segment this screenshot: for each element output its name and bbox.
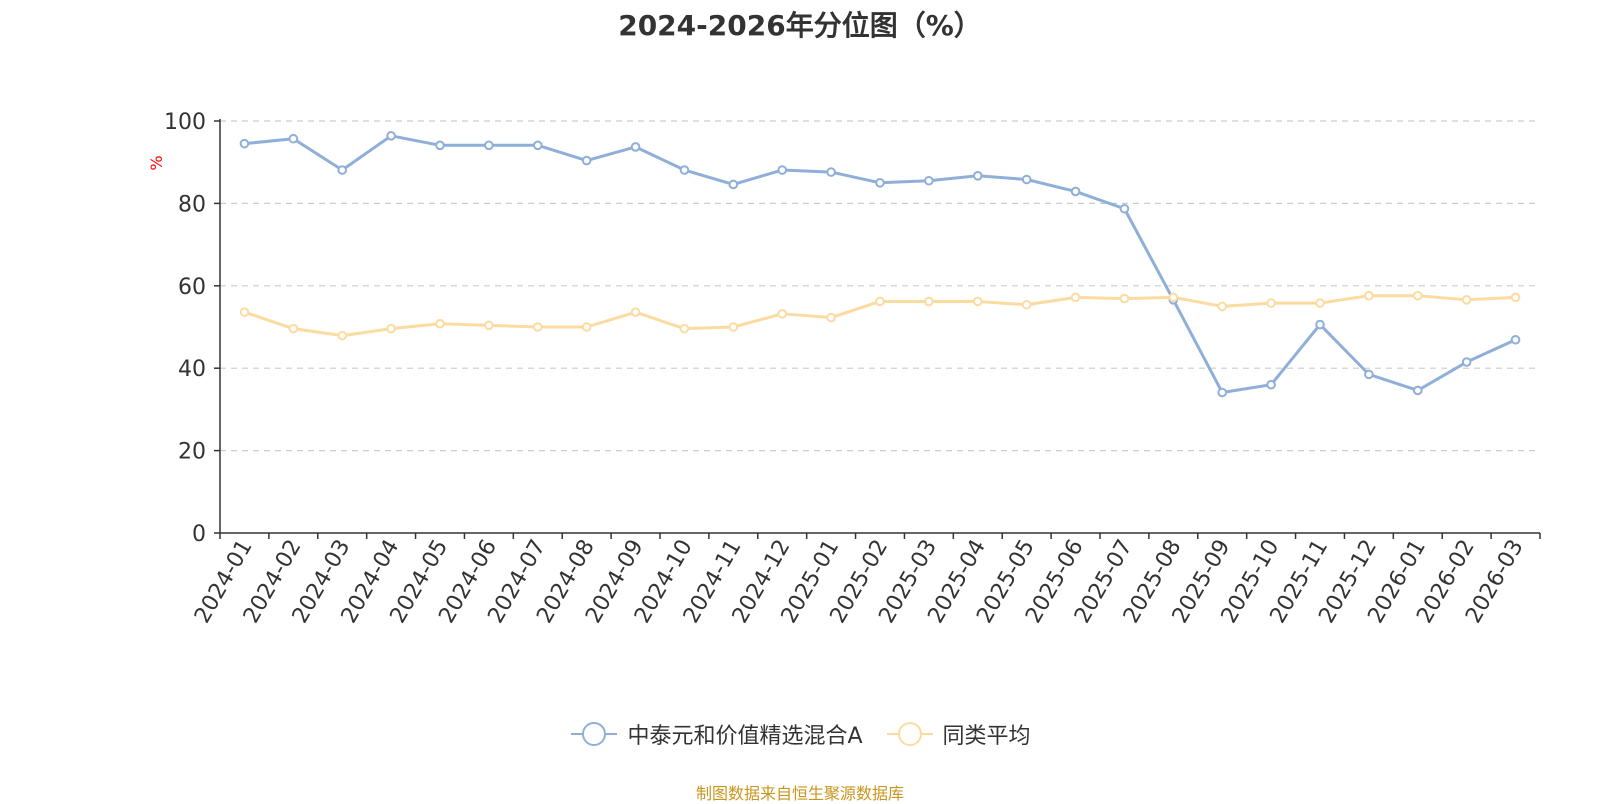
y-tick-label: 60 bbox=[178, 275, 206, 300]
series-1-point bbox=[728, 179, 739, 190]
series-1-point bbox=[679, 165, 690, 175]
series-1-point bbox=[239, 138, 250, 149]
y-axis-label: % bbox=[147, 155, 166, 170]
series-1-point bbox=[1510, 334, 1521, 345]
series-2-point bbox=[435, 318, 445, 329]
series-1-point bbox=[777, 165, 788, 175]
series-2-point bbox=[1412, 290, 1423, 301]
series-2-point bbox=[484, 320, 494, 331]
series-1-point bbox=[581, 155, 592, 166]
series-2-point bbox=[777, 309, 788, 319]
legend-symbol-icon bbox=[571, 722, 618, 746]
series-2-point bbox=[728, 322, 739, 332]
series-1-point bbox=[1266, 379, 1276, 390]
data-source-note: 制图数据来自恒生聚源数据库 bbox=[695, 784, 904, 803]
series-1-point bbox=[484, 140, 494, 151]
series-1-point bbox=[1119, 203, 1130, 214]
series-1-point bbox=[1461, 357, 1472, 367]
series-line-1 bbox=[242, 134, 1518, 395]
series-1-point bbox=[1315, 319, 1325, 330]
chart-title: 2024-2026年分位图（%） bbox=[618, 9, 982, 42]
legend-symbol-icon bbox=[886, 722, 933, 746]
y-tick-label: 40 bbox=[178, 357, 206, 382]
series-2-point bbox=[239, 307, 250, 317]
series-1-point bbox=[630, 142, 641, 152]
series-1-point bbox=[435, 140, 445, 151]
series-1-point bbox=[337, 165, 348, 175]
series-1-point bbox=[1070, 186, 1081, 197]
legend-item-2[interactable]: 同类平均 bbox=[885, 718, 1031, 750]
series-1-point bbox=[1217, 387, 1228, 398]
series-1-point bbox=[826, 167, 836, 177]
series-1-point bbox=[972, 170, 983, 181]
series-1-point bbox=[288, 133, 299, 144]
series-2-point bbox=[1070, 292, 1081, 303]
series-2-point bbox=[1217, 301, 1228, 312]
series-2-point bbox=[581, 322, 592, 332]
series-1-point bbox=[1364, 369, 1374, 380]
series-2-point bbox=[924, 296, 934, 307]
series-2-point bbox=[875, 296, 885, 307]
series-1-point bbox=[875, 178, 885, 188]
legend-item-1[interactable]: 中泰元和价值精选混合A bbox=[569, 718, 863, 750]
y-tick-label: 0 bbox=[192, 522, 206, 547]
series-2-point bbox=[337, 330, 348, 341]
series-2-point bbox=[288, 323, 299, 334]
series-2-point bbox=[1021, 299, 1032, 310]
legend: 中泰元和价值精选混合A 同类平均 bbox=[0, 718, 1600, 750]
series-1-point bbox=[924, 175, 934, 186]
series-2-point bbox=[1364, 290, 1374, 301]
y-tick-label: 80 bbox=[178, 192, 206, 217]
series-2-point bbox=[1119, 293, 1130, 304]
legend-label: 中泰元和价值精选混合A bbox=[627, 724, 863, 749]
series-2-point bbox=[972, 296, 983, 307]
series-2-point bbox=[1266, 298, 1276, 308]
series-2-point bbox=[1510, 292, 1521, 303]
series-2-point bbox=[1461, 295, 1472, 305]
y-tick-label: 20 bbox=[178, 440, 206, 465]
series-2-point bbox=[532, 322, 543, 332]
series-1-point bbox=[1021, 174, 1032, 185]
series-2-point bbox=[679, 323, 690, 334]
series-2-point bbox=[386, 323, 396, 334]
series-2-point bbox=[1168, 292, 1179, 303]
series-2-point bbox=[826, 312, 836, 323]
legend-label: 同类平均 bbox=[942, 724, 1031, 749]
series-2-point bbox=[1315, 298, 1325, 308]
y-tick-label: 100 bbox=[164, 110, 206, 135]
series-2-point bbox=[630, 307, 641, 317]
series-1-point bbox=[386, 131, 396, 141]
series-1-point bbox=[1412, 385, 1423, 396]
series-1-point bbox=[532, 140, 543, 151]
